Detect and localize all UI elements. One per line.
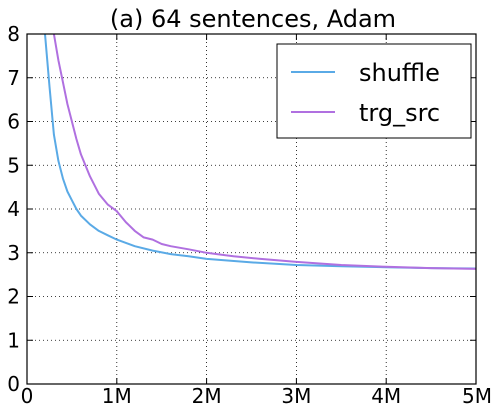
y-tick-label: 8 bbox=[7, 22, 20, 46]
legend: shuffle trg_src bbox=[276, 43, 472, 139]
legend-box bbox=[276, 43, 472, 139]
x-tick-label: 2M bbox=[192, 384, 222, 408]
y-tick-label: 5 bbox=[7, 153, 20, 177]
x-tick-label: 1M bbox=[102, 384, 132, 408]
y-tick-label: 1 bbox=[7, 328, 20, 352]
x-tick-label: 5M bbox=[462, 384, 492, 408]
chart-title: (a) 64 sentences, Adam bbox=[110, 5, 396, 33]
series-line-shuffle bbox=[44, 34, 476, 270]
y-tick-label: 4 bbox=[7, 197, 20, 221]
legend-label: trg_src bbox=[359, 99, 440, 127]
axis-ticks: 0 1M 2M 3M 4M 5M 0 1 2 3 4 5 6 7 8 bbox=[7, 22, 492, 408]
y-tick-label: 7 bbox=[7, 66, 20, 90]
series-line-trg-src bbox=[52, 34, 476, 270]
y-tick-label: 6 bbox=[7, 110, 20, 134]
grid-lines bbox=[27, 34, 476, 384]
y-tick-label: 2 bbox=[7, 285, 20, 309]
legend-label: shuffle bbox=[359, 59, 440, 87]
series-layer bbox=[44, 34, 476, 270]
x-tick-label: 3M bbox=[281, 384, 311, 408]
x-tick-label: 0 bbox=[21, 384, 34, 408]
y-tick-label: 3 bbox=[7, 241, 20, 265]
x-tick-label: 4M bbox=[371, 384, 401, 408]
y-tick-label: 0 bbox=[7, 372, 20, 396]
